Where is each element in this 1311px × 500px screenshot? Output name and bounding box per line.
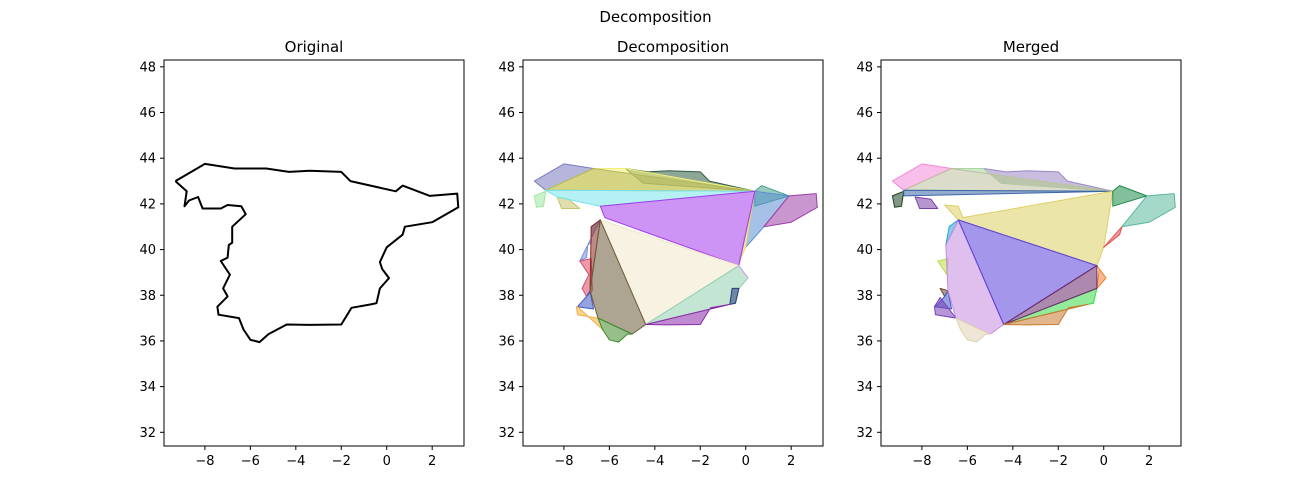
subplot-title-decomposition: Decomposition	[617, 38, 729, 56]
x-tick-label: −2	[1049, 454, 1068, 469]
x-tick-label: 2	[428, 454, 436, 469]
x-tick-label: 0	[383, 454, 391, 469]
y-tick-label: 38	[498, 289, 515, 304]
polygon-merged-9	[1121, 193, 1176, 228]
x-tick-label: −6	[241, 454, 260, 469]
plot-area-merged	[891, 163, 1176, 343]
y-tick-label: 48	[856, 60, 873, 75]
y-tick-label: 46	[139, 106, 156, 121]
y-tick-label: 36	[498, 334, 515, 349]
y-tick-label: 40	[856, 243, 873, 258]
y-tick-label: 40	[498, 243, 515, 258]
y-tick-label: 46	[856, 106, 873, 121]
y-tick-label: 32	[498, 426, 515, 441]
polygon-decomposition-18	[575, 306, 603, 330]
y-tick-label: 42	[139, 197, 156, 212]
polygon-merged-17	[955, 317, 991, 343]
polygon-decomposition-4	[533, 190, 547, 208]
polygon-merged-10	[1103, 226, 1123, 248]
polygon-decomposition-22	[729, 287, 740, 305]
polygon-decomposition-21	[738, 265, 749, 279]
polygon-merged-5	[903, 189, 1114, 197]
axes-frame-decomposition	[522, 59, 824, 447]
polygon-merged-6	[914, 196, 939, 209]
x-tick-label: 2	[1145, 454, 1153, 469]
y-tick-label: 32	[856, 426, 873, 441]
x-tick-label: −4	[286, 454, 305, 469]
tick-group-decomposition: −8 −6 −4 −2 0 2 32 34 36 38 40 42 44 46 48	[498, 60, 795, 469]
outline-line-original	[174, 162, 460, 344]
y-tick-label: 34	[139, 380, 156, 395]
polygon-decomposition-16	[577, 290, 594, 310]
y-tick-label: 34	[498, 380, 515, 395]
axes-frame-merged	[880, 59, 1182, 447]
y-tick-label: 44	[856, 152, 873, 167]
y-tick-label: 48	[498, 60, 515, 75]
polygon-decomposition-19	[597, 317, 633, 343]
tick-group-original: −8 −6 −4 −2 0 2 32 34 36 38 40 42 44 46 48	[139, 60, 436, 469]
x-tick-label: 2	[787, 454, 795, 469]
x-tick-label: −2	[691, 454, 710, 469]
subplot-title-original: Original	[285, 38, 344, 56]
y-tick-label: 42	[856, 197, 873, 212]
y-tick-label: 38	[856, 289, 873, 304]
y-tick-label: 32	[139, 426, 156, 441]
y-tick-label: 34	[856, 380, 873, 395]
x-tick-label: 0	[1100, 454, 1108, 469]
x-tick-label: 0	[742, 454, 750, 469]
tick-group-merged: −8 −6 −4 −2 0 2 32 34 36 38 40 42 44 46 48	[856, 60, 1153, 469]
x-tick-label: −8	[195, 454, 214, 469]
y-tick-label: 36	[856, 334, 873, 349]
subplot-merged: Merged −8 −6 −4 −2 0 2 32 34 36 38 40 42 44 46 48	[856, 38, 1182, 469]
polygon-decomposition-23	[645, 303, 731, 326]
x-tick-label: −2	[332, 454, 351, 469]
subplot-title-merged: Merged	[1003, 38, 1059, 56]
y-tick-label: 48	[139, 60, 156, 75]
polygon-merged-19	[1096, 265, 1107, 289]
plot-area-decomposition	[533, 163, 818, 343]
x-tick-label: −8	[912, 454, 931, 469]
subplot-original: Original −8 −6 −4 −2 0 2 32 34 36 38 40 42 44 46 48	[139, 38, 465, 469]
y-tick-label: 40	[139, 243, 156, 258]
x-tick-label: −6	[958, 454, 977, 469]
polygon-decomposition-9	[763, 193, 818, 228]
x-tick-label: −6	[600, 454, 619, 469]
figure-suptitle: Decomposition	[599, 8, 711, 26]
y-tick-label: 44	[139, 152, 156, 167]
x-tick-label: −8	[554, 454, 573, 469]
y-tick-label: 42	[498, 197, 515, 212]
polygon-merged-22	[1003, 303, 1089, 326]
y-tick-label: 44	[498, 152, 515, 167]
x-tick-label: −4	[1003, 454, 1022, 469]
plot-area-original	[174, 162, 460, 344]
axes-frame-original	[163, 59, 465, 447]
y-tick-label: 46	[498, 106, 515, 121]
subplot-decomposition: Decomposition −8 −6 −4 −2 0 2 32 34 36 38 40 42 44 46…	[498, 38, 824, 469]
polygon-merged-21	[1003, 265, 1098, 325]
x-tick-label: −4	[645, 454, 664, 469]
polygon-merged-4	[891, 190, 905, 208]
y-tick-label: 38	[139, 289, 156, 304]
y-tick-label: 36	[139, 334, 156, 349]
